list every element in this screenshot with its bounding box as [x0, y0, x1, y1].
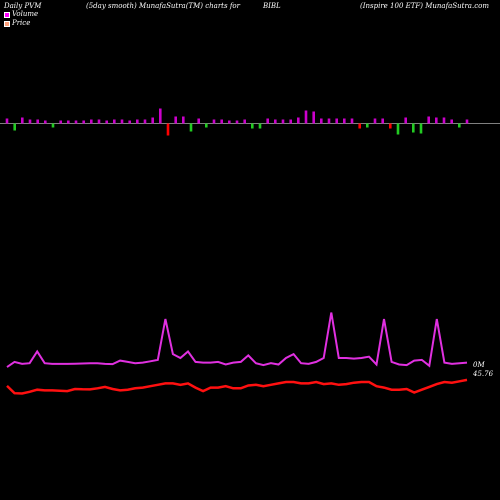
pvm-bar — [412, 123, 415, 133]
price-series-line — [6, 378, 468, 395]
pvm-bar — [143, 119, 147, 124]
pvm-bar — [350, 118, 354, 124]
pvm-bar — [105, 120, 108, 124]
pvm-bar — [396, 123, 400, 135]
pvm-bar — [243, 119, 246, 124]
pvm-bar — [251, 123, 254, 129]
pvm-bar — [197, 118, 200, 124]
pvm-bar — [189, 123, 193, 132]
pvm-bar — [220, 119, 223, 124]
pvm-bar — [228, 120, 231, 124]
pvm-bar — [28, 119, 32, 124]
legend-item-volume: Volume — [4, 10, 38, 19]
pvm-bar — [82, 120, 85, 124]
pvm-bar — [274, 119, 277, 124]
pvm-bar — [442, 117, 446, 124]
legend-label-price: Price — [12, 19, 31, 27]
pvm-bar — [327, 118, 331, 124]
pvm-bar — [312, 111, 315, 124]
chart-header-center: (5day smooth) MunafaSutra(TM) charts for — [86, 2, 240, 10]
pvm-bar — [435, 117, 438, 124]
pvm-bar — [320, 118, 323, 124]
chart-header-right: (Inspire 100 ETF) MunafaSutra.com — [360, 2, 489, 10]
pvm-bar — [113, 119, 116, 124]
chart-header-symbol: BIBL — [263, 2, 281, 10]
pvm-bar — [358, 123, 361, 129]
pvm-bar — [297, 117, 300, 124]
legend-swatch-volume — [4, 11, 10, 18]
pvm-bar — [343, 118, 346, 124]
volume-series-line — [6, 312, 468, 368]
pvm-bar — [21, 117, 24, 124]
pvm-bar — [59, 120, 62, 124]
pvm-bar — [266, 118, 269, 124]
pvm-bar — [36, 119, 39, 124]
pvm-bar — [458, 123, 461, 128]
pvm-bar — [205, 123, 208, 128]
pvm-bar — [151, 117, 154, 124]
pvm-bar — [235, 120, 239, 124]
pvm-bar — [465, 119, 469, 124]
volume-end-label: 0M — [473, 361, 485, 369]
legend-swatch-price — [4, 20, 10, 27]
pvm-bar — [289, 119, 292, 124]
pvm-bar — [174, 116, 177, 124]
pvm-bar — [166, 123, 170, 136]
pvm-bar — [128, 120, 131, 124]
pvm-bar — [5, 118, 9, 124]
pvm-bar — [373, 118, 377, 124]
legend-item-price: Price — [4, 19, 38, 28]
pvm-bar — [182, 116, 185, 124]
pvm-bar — [381, 118, 384, 124]
pvm-bar — [427, 116, 430, 124]
pvm-bar — [74, 120, 78, 124]
pvm-bar — [120, 119, 124, 124]
pvm-bar — [51, 123, 55, 128]
pvm-bar — [366, 123, 369, 128]
pvm-bar — [97, 119, 101, 124]
pvm-bar — [335, 118, 338, 124]
pvm-bar — [404, 117, 407, 124]
price-end-label: 45.76 — [472, 370, 494, 378]
pvm-bar — [258, 123, 262, 129]
pvm-bar — [159, 108, 162, 124]
chart-legend: Volume Price — [4, 10, 38, 28]
legend-label-volume: Volume — [12, 10, 39, 18]
pvm-bar — [212, 119, 216, 124]
pvm-bars — [5, 108, 469, 136]
pvm-bar — [136, 119, 139, 124]
pvm-bar — [44, 120, 47, 124]
pvm-bar — [419, 123, 423, 134]
pvm-bar — [281, 119, 285, 124]
pvm-bar — [13, 123, 16, 131]
pvm-bar — [450, 119, 453, 124]
chart-header-left: Daily PVM — [4, 2, 42, 10]
pvm-bar — [389, 123, 392, 129]
pvm-bar — [304, 110, 308, 124]
pvm-bar — [90, 119, 93, 124]
pvm-bar — [67, 120, 70, 124]
